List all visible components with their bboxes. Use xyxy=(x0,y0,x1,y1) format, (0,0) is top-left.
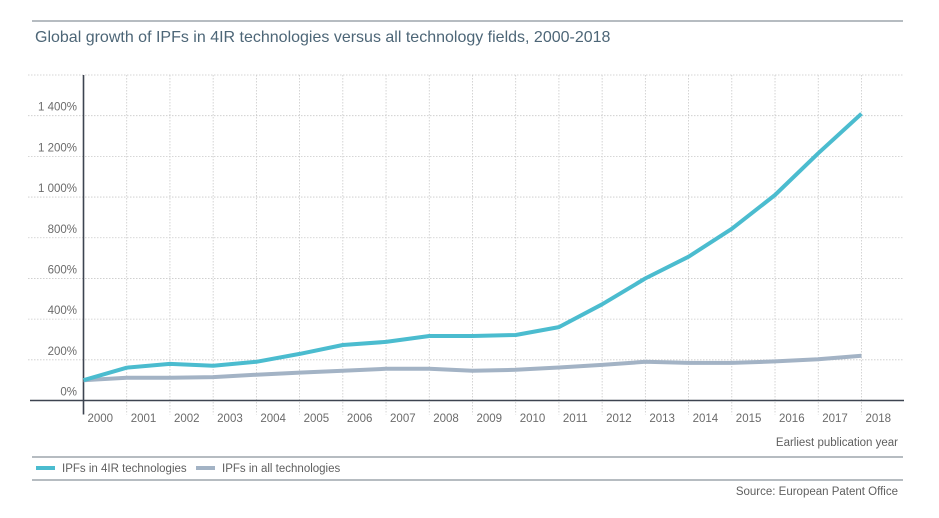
legend-item-all: IPFs in all technologies xyxy=(196,463,341,475)
y-tick-label: 600% xyxy=(48,264,77,276)
y-tick-labels: 0% 200% 400% 600% 800% 1 000% 1 200% 1 400% xyxy=(38,102,77,399)
y-tick-label: 200% xyxy=(48,346,77,358)
x-tick-label: 2002 xyxy=(174,413,200,425)
x-tick-labels: 2000 2001 2002 2003 2004 2005 2006 2007 2008 2009… xyxy=(88,413,892,425)
x-tick-label: 2013 xyxy=(649,413,675,425)
y-tick-label: 800% xyxy=(48,224,77,236)
x-tick-label: 2005 xyxy=(304,413,330,425)
x-tick-label: 2006 xyxy=(347,413,373,425)
x-tick-label: 2012 xyxy=(606,413,632,425)
y-tick-label: 1 400% xyxy=(38,102,77,114)
x-tick-label: 2010 xyxy=(520,413,546,425)
x-tick-label: 2000 xyxy=(88,413,114,425)
y-tick-label: 0% xyxy=(60,387,77,399)
series xyxy=(82,112,863,383)
axes xyxy=(30,75,904,415)
gridlines xyxy=(28,74,904,415)
legend-label-4ir: IPFs in 4IR technologies xyxy=(62,463,187,475)
legend-item-4ir: IPFs in 4IR technologies xyxy=(36,463,187,475)
x-tick-label: 2014 xyxy=(693,413,719,425)
x-tick-label: 2018 xyxy=(865,413,891,425)
source-note: Source: European Patent Office xyxy=(736,486,898,498)
x-tick-label: 2011 xyxy=(563,413,588,425)
series-line-4ir xyxy=(82,112,863,383)
legend: IPFs in 4IR technologies IPFs in all tec… xyxy=(36,463,341,475)
x-tick-label: 2017 xyxy=(822,413,848,425)
series-line-all xyxy=(83,353,862,383)
x-axis-label: Earliest publication year xyxy=(776,437,898,449)
legend-label-all: IPFs in all technologies xyxy=(222,463,341,475)
y-tick-label: 400% xyxy=(48,305,77,317)
x-tick-label: 2003 xyxy=(217,413,243,425)
x-tick-label: 2015 xyxy=(736,413,762,425)
x-tick-label: 2009 xyxy=(476,413,502,425)
x-tick-label: 2007 xyxy=(390,413,416,425)
x-tick-label: 2001 xyxy=(131,413,157,425)
chart-title: Global growth of IPFs in 4IR technologie… xyxy=(35,29,611,46)
y-tick-label: 1 000% xyxy=(38,183,77,195)
x-tick-label: 2004 xyxy=(260,413,286,425)
x-tick-label: 2016 xyxy=(779,413,805,425)
y-tick-label: 1 200% xyxy=(38,142,77,154)
x-tick-label: 2008 xyxy=(433,413,459,425)
